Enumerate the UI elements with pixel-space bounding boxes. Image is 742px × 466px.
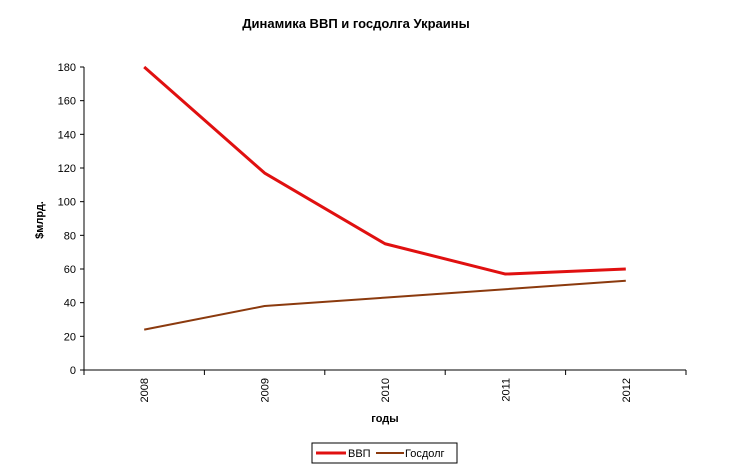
legend-label-debt: Госдолг [405,448,445,460]
y-tick-label: 0 [70,365,76,377]
y-ticks: 0 20 40 60 80 100 120 140 160 180 [58,62,84,377]
x-tick-label: 2009 [260,378,272,402]
x-tick-label: 2011 [500,378,512,402]
y-tick-label: 60 [64,264,76,276]
y-axis-label: $млрд. [34,201,46,239]
series-lines [143,65,626,331]
chart-title: Динамика ВВП и госдолга Украины [242,16,469,31]
y-tick-label: 20 [64,331,76,343]
legend-label-gdp: ВВП [348,448,371,460]
y-tick-label: 80 [64,230,76,242]
y-tick-label: 100 [58,197,76,209]
series-line-0 [143,65,626,276]
x-tick-label: 2008 [139,378,151,402]
y-tick-label: 180 [58,62,76,74]
y-tick-label: 140 [58,129,76,141]
plot-area: 0 20 40 60 80 100 120 140 160 180 2008 2009 2010 201… [58,62,687,402]
x-axis-label: годы [371,413,398,425]
series-line-1 [144,279,626,331]
y-tick-label: 40 [64,298,76,310]
legend: ВВП Госдолг [311,442,458,464]
x-tick-label: 2010 [380,378,392,402]
y-tick-label: 120 [58,163,76,175]
x-ticks: 2008 2009 2010 2011 2012 [83,370,687,402]
x-tick-label: 2012 [621,378,633,402]
y-tick-label: 160 [58,96,76,108]
